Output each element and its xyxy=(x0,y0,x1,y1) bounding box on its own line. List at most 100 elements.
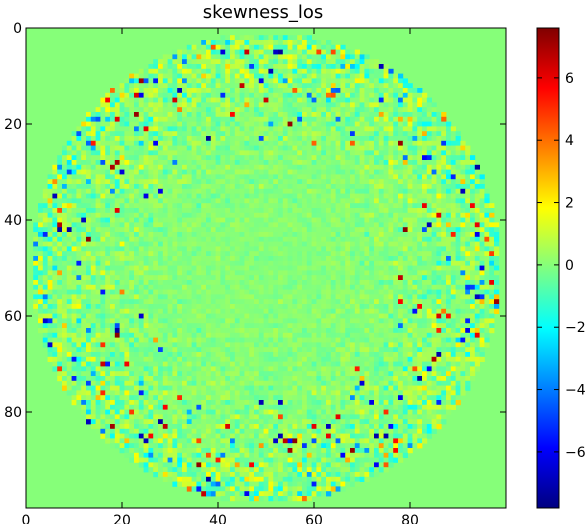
heatmap-cell xyxy=(273,107,279,113)
heatmap-cell xyxy=(297,289,303,295)
heatmap-cell xyxy=(330,270,336,276)
heatmap-cell xyxy=(383,136,389,142)
heatmap-cell xyxy=(220,150,226,156)
heatmap-cell xyxy=(412,88,418,94)
heatmap-cell xyxy=(186,155,192,161)
heatmap-cell xyxy=(249,169,255,175)
heatmap-cell xyxy=(177,270,183,276)
heatmap-cell xyxy=(311,174,317,180)
heatmap-cell xyxy=(306,193,312,199)
heatmap-cell xyxy=(268,64,274,70)
heatmap-cell xyxy=(306,270,312,276)
heatmap-cell xyxy=(215,280,221,286)
heatmap-cell xyxy=(383,169,389,175)
heatmap-cell xyxy=(249,241,255,247)
heatmap-cell xyxy=(33,280,39,286)
heatmap-cell xyxy=(258,203,264,209)
heatmap-cell xyxy=(369,270,375,276)
heatmap-cell xyxy=(470,246,476,252)
heatmap-cell xyxy=(302,136,308,142)
heatmap-cell xyxy=(335,169,341,175)
heatmap-cell xyxy=(177,179,183,185)
heatmap-cell xyxy=(76,198,82,204)
heatmap-cell xyxy=(350,54,356,60)
heatmap-cell xyxy=(282,260,288,266)
heatmap-cell xyxy=(402,222,408,228)
heatmap-cell xyxy=(196,222,202,228)
heatmap-cell xyxy=(134,256,140,262)
heatmap-cell xyxy=(412,145,418,151)
heatmap-cell xyxy=(330,318,336,324)
heatmap-cell xyxy=(196,188,202,194)
heatmap-cell xyxy=(95,275,101,281)
heatmap-cell xyxy=(321,73,327,79)
heatmap-cell xyxy=(455,265,461,271)
heatmap-cell xyxy=(52,294,58,300)
heatmap-cell xyxy=(100,251,106,257)
heatmap-cell xyxy=(86,246,92,252)
heatmap-cell xyxy=(302,198,308,204)
heatmap-cell xyxy=(407,236,413,242)
heatmap-cell xyxy=(402,304,408,310)
heatmap-cell xyxy=(81,164,87,170)
heatmap-cell xyxy=(167,88,173,94)
heatmap-cell xyxy=(393,107,399,113)
heatmap-cell xyxy=(100,179,106,185)
heatmap-cell xyxy=(100,260,106,266)
heatmap-cell xyxy=(254,241,260,247)
heatmap-cell xyxy=(230,212,236,218)
heatmap-cell xyxy=(225,222,231,228)
heatmap-cell xyxy=(383,251,389,257)
heatmap-cell xyxy=(412,222,418,228)
heatmap-cell xyxy=(465,179,471,185)
heatmap-cell xyxy=(71,184,77,190)
heatmap-cell xyxy=(378,64,384,70)
heatmap-cell xyxy=(369,68,375,74)
heatmap-cell xyxy=(292,208,298,214)
heatmap-cell xyxy=(134,155,140,161)
heatmap-cell xyxy=(398,284,404,290)
heatmap-cell xyxy=(345,284,351,290)
heatmap-cell xyxy=(148,289,154,295)
heatmap-cell xyxy=(455,164,461,170)
heatmap-cell xyxy=(489,318,495,324)
heatmap-cell xyxy=(302,236,308,242)
heatmap-cell xyxy=(350,265,356,271)
heatmap-cell xyxy=(191,112,197,118)
heatmap-cell xyxy=(71,150,77,156)
heatmap-cell xyxy=(330,54,336,60)
heatmap-cell xyxy=(398,155,404,161)
heatmap-cell xyxy=(282,184,288,190)
heatmap-cell xyxy=(81,270,87,276)
heatmap-cell xyxy=(162,260,168,266)
heatmap-cell xyxy=(340,140,346,146)
heatmap-cell xyxy=(114,121,120,127)
heatmap-cell xyxy=(239,83,245,89)
heatmap-cell xyxy=(230,251,236,257)
heatmap-cell xyxy=(311,227,317,233)
heatmap-cell xyxy=(321,308,327,314)
heatmap-cell xyxy=(105,313,111,319)
heatmap-cell xyxy=(177,145,183,151)
heatmap-cell xyxy=(172,323,178,329)
heatmap-cell xyxy=(258,227,264,233)
heatmap-cell xyxy=(52,208,58,214)
heatmap-cell xyxy=(306,299,312,305)
heatmap-cell xyxy=(369,275,375,281)
heatmap-cell xyxy=(426,222,432,228)
heatmap-cell xyxy=(426,164,432,170)
heatmap-cell xyxy=(210,112,216,118)
heatmap-cell xyxy=(153,92,159,98)
heatmap-cell xyxy=(95,121,101,127)
heatmap-cell xyxy=(38,227,44,233)
heatmap-cell xyxy=(378,83,384,89)
heatmap-cell xyxy=(100,270,106,276)
heatmap-cell xyxy=(273,265,279,271)
heatmap-cell xyxy=(234,97,240,103)
heatmap-cell xyxy=(340,256,346,262)
heatmap-cell xyxy=(206,64,212,70)
heatmap-cell xyxy=(292,88,298,94)
heatmap-cell xyxy=(316,280,322,286)
heatmap-cell xyxy=(297,107,303,113)
heatmap-cell xyxy=(234,68,240,74)
